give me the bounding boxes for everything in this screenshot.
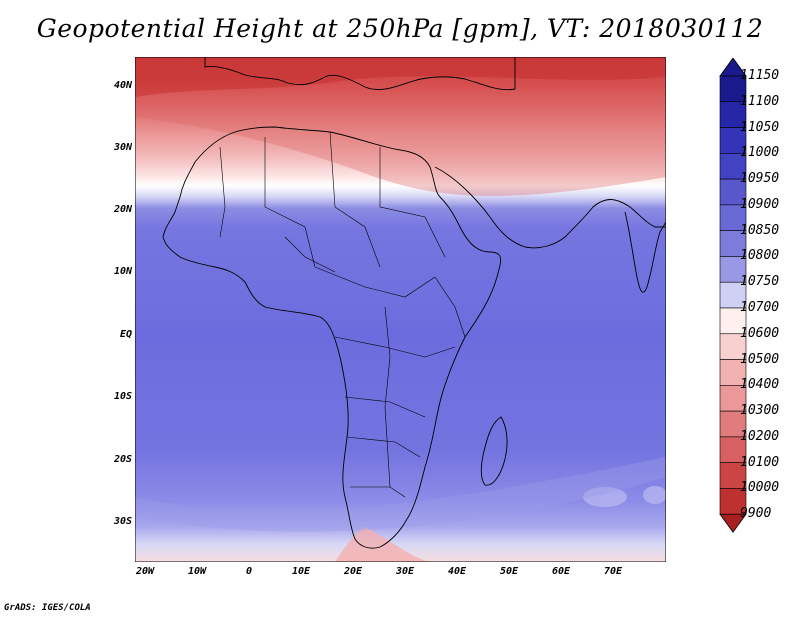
colorbar-swatch [719, 75, 747, 103]
country-border [346, 436, 421, 458]
colorbar-label: 11150 [740, 68, 780, 83]
credit: GrADS: IGES/COLA [4, 603, 91, 613]
lat-label: 20N [113, 204, 132, 215]
lat-label: 20S [113, 454, 132, 465]
colorbar-swatch [719, 333, 747, 360]
country-border [434, 276, 466, 338]
lon-label: 0 [245, 566, 253, 577]
lon-label: 30E [395, 566, 415, 577]
colorbar-swatch [719, 127, 747, 154]
country-borders [219, 131, 466, 498]
colorbar-bottom-arrow [719, 513, 747, 533]
colorbar-label: 10950 [740, 171, 780, 187]
lon-label: 10W [187, 566, 207, 577]
colorbar-label: 11050 [740, 119, 780, 135]
country-border [334, 336, 456, 358]
country-border [379, 147, 446, 258]
colorbar-swatch [719, 178, 747, 206]
colorbar-label: 10700 [740, 300, 780, 315]
colorbar-swatch [719, 101, 747, 128]
country-border [384, 306, 391, 488]
country-border [284, 236, 336, 273]
country-border [219, 146, 226, 238]
lon-label: 60E [551, 566, 571, 577]
coastlines [162, 57, 666, 549]
madagascar-outline [480, 416, 508, 486]
colorbar-label: 10750 [740, 274, 780, 290]
height-field [135, 57, 666, 562]
colorbar-swatch [719, 204, 747, 231]
lat-label: 10S [113, 391, 132, 402]
colorbar-label: 9900 [740, 506, 772, 522]
lon-label: 70E [603, 566, 623, 577]
country-border [329, 131, 381, 268]
height-contour-region [135, 57, 666, 97]
colorbar-label: 10200 [740, 428, 780, 444]
lat-label: EQ [119, 329, 132, 340]
colorbar-label: 10100 [740, 454, 780, 470]
colorbar-label: 11100 [740, 93, 780, 109]
colorbar-label: 10900 [740, 196, 780, 212]
africa-coastline [162, 126, 502, 549]
colorbar-label: 10300 [740, 403, 780, 419]
lat-label: 40N [113, 80, 132, 91]
colorbar-swatch [719, 488, 747, 515]
europe-coastline [204, 57, 516, 91]
country-border [314, 266, 436, 298]
colorbar-swatch [719, 256, 747, 283]
lat-label: 30S [113, 516, 132, 527]
colorbar-label: 10600 [740, 325, 780, 341]
lon-label: 40E [447, 566, 467, 577]
colorbar [719, 58, 747, 533]
lat-label: 30N [113, 142, 132, 153]
colorbar-swatch [719, 462, 747, 489]
height-contour-region [135, 457, 666, 532]
colorbar-label: 10850 [740, 222, 780, 238]
country-border [264, 137, 316, 268]
lon-label: 50E [499, 566, 519, 577]
height-contour-region [583, 487, 627, 507]
colorbar-label: 10500 [740, 351, 780, 367]
lat-label: 10N [113, 266, 132, 277]
colorbar-swatch [719, 307, 747, 335]
colorbar-label: 11000 [740, 145, 780, 161]
colorbar-label: 10800 [740, 248, 780, 264]
lon-label: 10E [291, 566, 311, 577]
map-title: Geopotential Height at 250hPa [gpm], VT:… [36, 14, 764, 43]
lon-label: 20W [135, 566, 155, 577]
colorbar-swatch [719, 410, 747, 438]
colorbar-swatch [719, 281, 747, 309]
arabia-coastline [434, 166, 666, 249]
map-frame [135, 57, 666, 562]
lon-label: 20E [343, 566, 363, 577]
height-contour-region [643, 486, 666, 504]
height-contour-region [135, 57, 666, 196]
colorbar-label: 10400 [740, 377, 780, 393]
country-border [344, 396, 426, 418]
india-coastline [624, 211, 666, 293]
colorbar-label: 10000 [740, 480, 780, 496]
